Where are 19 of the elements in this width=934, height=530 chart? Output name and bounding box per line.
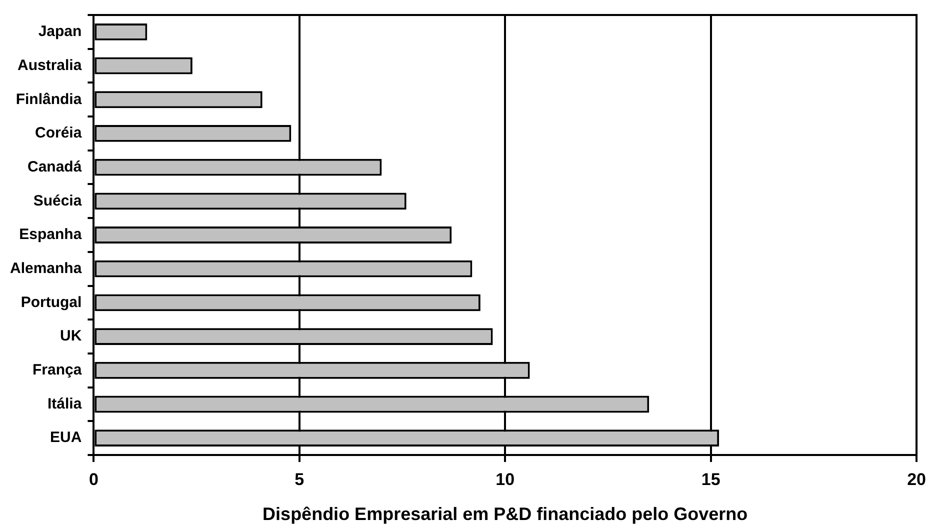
y-tick-label: Australia [17,56,82,74]
y-tick-label: Canadá [28,158,82,176]
x-tick-label: 20 [907,470,926,489]
x-tick-label: 10 [496,470,515,489]
x-tick-label: 0 [88,470,98,489]
y-tick-label: Portugal [20,294,82,311]
y-tick-label: França [32,362,82,379]
y-tick-label: Japan [38,23,82,40]
y-tick-label: Itália [48,395,82,412]
y-tick-label: Alemanha [10,260,82,277]
y-tick-label: Coréia [35,124,82,142]
y-tick-label: Espanha [19,226,82,244]
x-tick-label: 15 [701,470,720,489]
y-tick-label: EUA [50,429,82,446]
x-axis-title: Dispêndio Empresarial em P&D financiado pelo Governo [262,504,748,524]
y-tick-label: Finlândia [16,90,82,108]
y-tick-label: UK [60,328,82,345]
x-tick-label: 5 [294,470,304,489]
y-tick-label: Suécia [33,192,82,210]
